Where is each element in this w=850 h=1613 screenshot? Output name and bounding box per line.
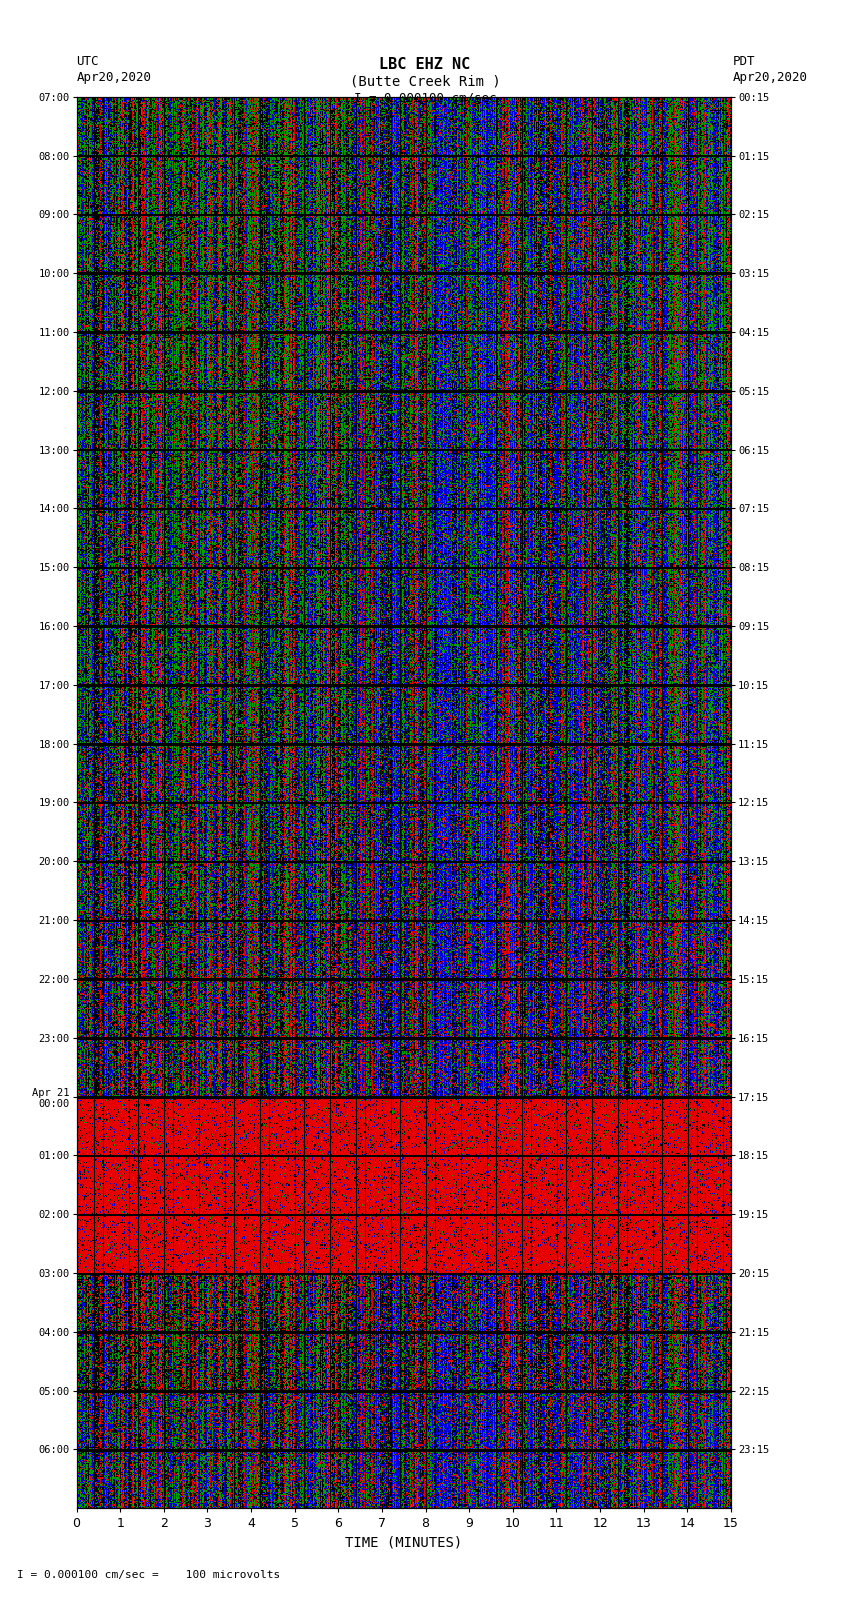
Text: I = 0.000100 cm/sec =    100 microvolts: I = 0.000100 cm/sec = 100 microvolts (17, 1569, 280, 1579)
Text: I = 0.000100 cm/sec: I = 0.000100 cm/sec (354, 92, 496, 105)
Text: Apr20,2020: Apr20,2020 (733, 71, 808, 84)
Text: LBC EHZ NC: LBC EHZ NC (379, 58, 471, 73)
Text: UTC: UTC (76, 55, 99, 68)
Text: PDT: PDT (733, 55, 755, 68)
Text: (Butte Creek Rim ): (Butte Creek Rim ) (349, 74, 501, 89)
X-axis label: TIME (MINUTES): TIME (MINUTES) (345, 1536, 462, 1550)
Text: Apr20,2020: Apr20,2020 (76, 71, 151, 84)
